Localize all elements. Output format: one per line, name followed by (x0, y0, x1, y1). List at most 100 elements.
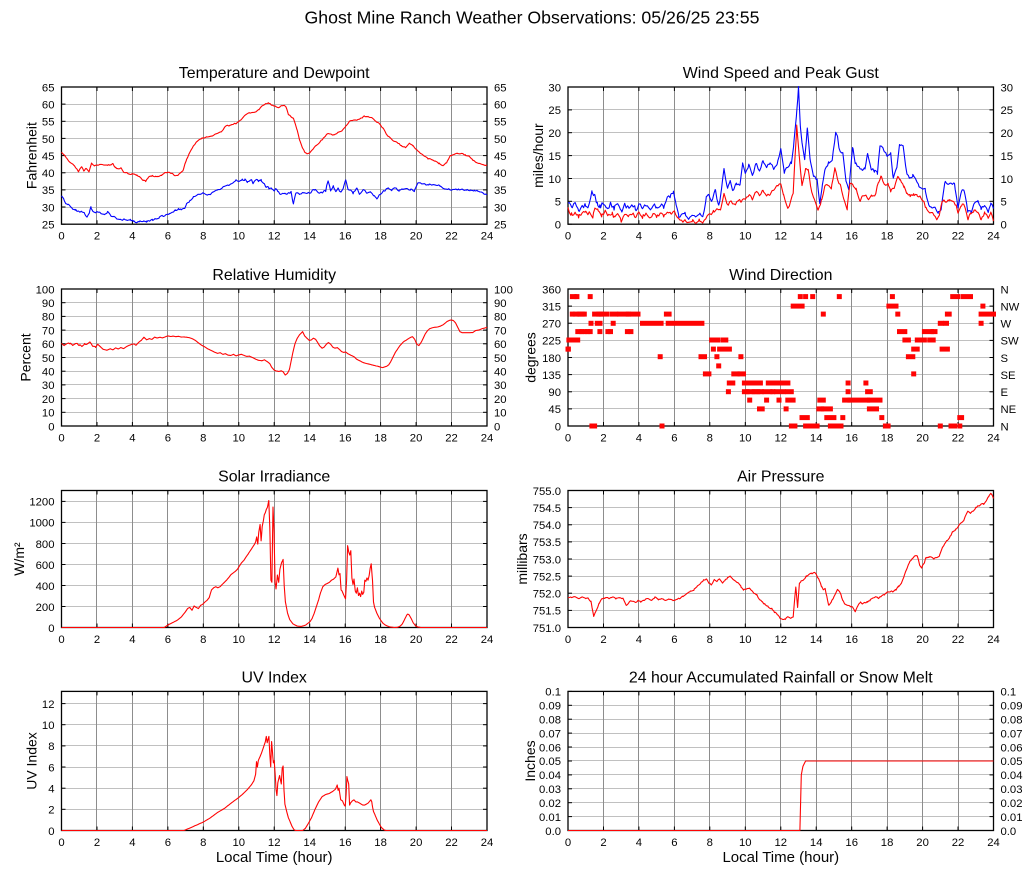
svg-text:N: N (1001, 421, 1009, 433)
svg-text:14: 14 (303, 432, 316, 444)
svg-text:4: 4 (48, 784, 54, 796)
svg-text:16: 16 (845, 231, 858, 243)
svg-text:4: 4 (636, 432, 642, 444)
svg-text:24: 24 (481, 634, 494, 646)
svg-text:0: 0 (48, 421, 54, 433)
svg-text:SE: SE (1001, 370, 1017, 382)
svg-text:270: 270 (542, 319, 561, 331)
svg-text:20: 20 (548, 128, 561, 140)
svg-text:70: 70 (494, 325, 507, 337)
svg-text:30: 30 (548, 82, 561, 94)
svg-text:16: 16 (339, 837, 352, 849)
svg-text:45: 45 (494, 151, 507, 163)
svg-text:20: 20 (410, 231, 423, 243)
svg-text:0: 0 (494, 421, 500, 433)
svg-text:20: 20 (916, 231, 929, 243)
svg-text:Percent: Percent (18, 333, 34, 381)
svg-text:18: 18 (881, 432, 894, 444)
svg-text:10: 10 (548, 174, 561, 186)
svg-text:35: 35 (42, 185, 55, 197)
svg-text:50: 50 (494, 353, 507, 365)
svg-text:24: 24 (481, 432, 494, 444)
svg-text:12: 12 (268, 432, 281, 444)
svg-text:752.0: 752.0 (533, 589, 561, 601)
svg-text:Solar Irradiance: Solar Irradiance (218, 469, 330, 486)
svg-text:14: 14 (303, 837, 316, 849)
svg-text:752.5: 752.5 (533, 571, 561, 583)
svg-text:12: 12 (775, 231, 788, 243)
svg-text:22: 22 (952, 634, 965, 646)
svg-text:E: E (1001, 387, 1009, 399)
svg-text:22: 22 (952, 231, 965, 243)
svg-text:25: 25 (548, 105, 561, 117)
svg-text:6: 6 (165, 634, 171, 646)
svg-text:0.04: 0.04 (1001, 770, 1023, 782)
svg-text:W/m²: W/m² (11, 542, 27, 576)
svg-text:0.07: 0.07 (1001, 728, 1023, 740)
svg-text:20: 20 (410, 837, 423, 849)
svg-text:20: 20 (42, 394, 55, 406)
svg-text:Local Time (hour): Local Time (hour) (216, 849, 333, 866)
svg-text:45: 45 (548, 404, 561, 416)
svg-text:0.01: 0.01 (1001, 812, 1023, 824)
svg-text:degrees: degrees (523, 332, 539, 383)
svg-text:6: 6 (671, 432, 677, 444)
svg-text:24: 24 (987, 231, 1000, 243)
svg-text:0: 0 (58, 432, 64, 444)
svg-text:14: 14 (810, 432, 823, 444)
svg-text:10: 10 (42, 720, 55, 732)
svg-text:4: 4 (636, 634, 642, 646)
svg-text:12: 12 (268, 837, 281, 849)
svg-text:0.1: 0.1 (545, 687, 561, 699)
svg-text:60: 60 (42, 99, 55, 111)
svg-text:2: 2 (600, 432, 606, 444)
svg-text:754.5: 754.5 (533, 503, 561, 515)
svg-text:6: 6 (165, 837, 171, 849)
svg-text:W: W (1001, 319, 1012, 331)
svg-text:60: 60 (42, 339, 55, 351)
svg-text:SW: SW (1001, 336, 1020, 348)
svg-text:Ghost Mine Ranch Weather Obser: Ghost Mine Ranch Weather Observations: 0… (305, 8, 760, 28)
svg-text:30: 30 (42, 380, 55, 392)
svg-text:12: 12 (775, 837, 788, 849)
svg-text:30: 30 (1001, 82, 1014, 94)
svg-text:Wind Speed and Peak Gust: Wind Speed and Peak Gust (683, 65, 880, 82)
svg-text:50: 50 (494, 134, 507, 146)
svg-text:6: 6 (48, 762, 54, 774)
svg-text:24 hour Accumulated Rainfall o: 24 hour Accumulated Rainfall or Snow Mel… (629, 669, 933, 686)
svg-text:100: 100 (494, 284, 513, 296)
svg-text:4: 4 (129, 837, 135, 849)
svg-text:2: 2 (48, 805, 54, 817)
svg-text:22: 22 (952, 432, 965, 444)
svg-text:24: 24 (987, 634, 1000, 646)
svg-text:12: 12 (268, 634, 281, 646)
svg-text:8: 8 (48, 741, 54, 753)
svg-text:8: 8 (707, 634, 713, 646)
svg-text:16: 16 (339, 432, 352, 444)
svg-text:Temperature and Dewpoint: Temperature and Dewpoint (179, 65, 370, 82)
svg-text:0.05: 0.05 (539, 756, 561, 768)
svg-text:0: 0 (565, 634, 571, 646)
svg-text:8: 8 (707, 432, 713, 444)
svg-text:2: 2 (600, 837, 606, 849)
svg-text:20: 20 (410, 634, 423, 646)
svg-text:Local Time (hour): Local Time (hour) (722, 849, 839, 866)
svg-text:18: 18 (881, 634, 894, 646)
svg-text:10: 10 (233, 837, 246, 849)
svg-text:18: 18 (374, 837, 387, 849)
svg-text:6: 6 (165, 432, 171, 444)
svg-text:8: 8 (200, 837, 206, 849)
svg-text:225: 225 (542, 336, 561, 348)
svg-text:35: 35 (494, 185, 507, 197)
svg-text:NE: NE (1001, 404, 1017, 416)
svg-text:1000: 1000 (29, 518, 54, 530)
svg-text:Fahrenheit: Fahrenheit (24, 122, 40, 189)
svg-text:753.5: 753.5 (533, 537, 561, 549)
svg-text:4: 4 (129, 432, 135, 444)
svg-text:18: 18 (374, 634, 387, 646)
svg-text:6: 6 (671, 634, 677, 646)
svg-text:14: 14 (810, 837, 823, 849)
svg-text:6: 6 (165, 231, 171, 243)
svg-text:30: 30 (42, 202, 55, 214)
svg-text:18: 18 (374, 432, 387, 444)
